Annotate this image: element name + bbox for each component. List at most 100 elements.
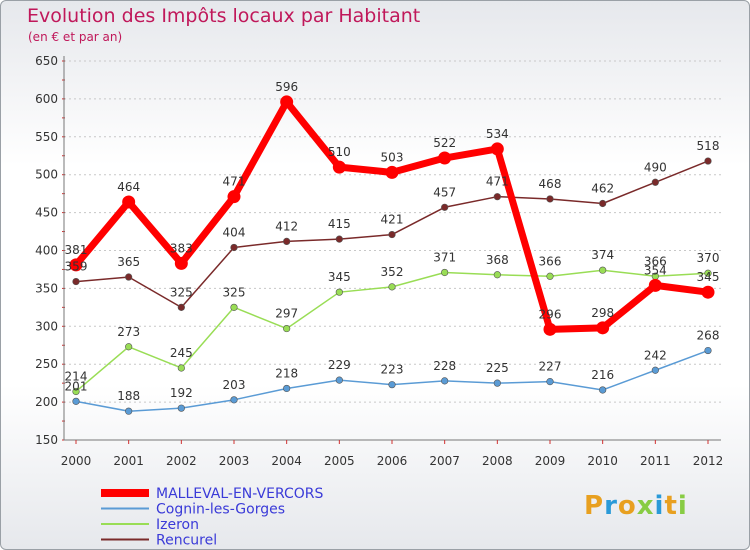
x-tick-label: 2010 bbox=[587, 454, 618, 468]
data-point bbox=[388, 381, 396, 389]
data-point bbox=[72, 387, 80, 396]
data-point bbox=[493, 379, 501, 387]
data-label: 296 bbox=[539, 307, 562, 321]
y-tick-label: 650 bbox=[35, 54, 58, 68]
data-point bbox=[280, 95, 294, 109]
data-point bbox=[72, 397, 80, 405]
data-label: 366 bbox=[539, 254, 562, 268]
data-point bbox=[648, 278, 662, 292]
x-tick-label: 2004 bbox=[271, 454, 302, 468]
logo-letter: i bbox=[654, 491, 665, 521]
data-point bbox=[493, 193, 501, 201]
x-tick-label: 2005 bbox=[324, 454, 355, 468]
data-label: 188 bbox=[117, 389, 140, 403]
y-tick-label: 150 bbox=[35, 433, 58, 447]
x-tick-label: 2008 bbox=[482, 454, 513, 468]
logo-letter: i bbox=[677, 491, 688, 521]
data-label: 352 bbox=[381, 265, 404, 279]
y-tick-label: 250 bbox=[35, 357, 58, 371]
data-point bbox=[125, 273, 133, 281]
data-point bbox=[72, 277, 80, 286]
y-tick-label: 350 bbox=[35, 281, 58, 295]
data-label: 383 bbox=[170, 241, 193, 255]
data-label: 227 bbox=[539, 360, 562, 374]
data-point bbox=[543, 322, 557, 336]
y-tick-label: 400 bbox=[35, 244, 58, 258]
y-tick-label: 200 bbox=[35, 395, 58, 409]
x-tick-label: 2006 bbox=[377, 454, 408, 468]
data-point bbox=[441, 203, 449, 211]
data-point bbox=[230, 303, 238, 311]
data-label: 298 bbox=[591, 306, 614, 320]
data-label: 381 bbox=[65, 243, 88, 257]
data-point bbox=[385, 165, 399, 179]
data-point bbox=[230, 396, 238, 404]
y-tick-label: 500 bbox=[35, 168, 58, 182]
data-point bbox=[335, 376, 343, 384]
data-point bbox=[388, 230, 396, 239]
data-label: 216 bbox=[591, 368, 614, 382]
data-label: 462 bbox=[591, 182, 614, 196]
data-label: 421 bbox=[381, 213, 404, 227]
legend-label: Rencurel bbox=[156, 533, 217, 549]
data-label: 471 bbox=[223, 175, 246, 189]
data-label: 214 bbox=[65, 369, 88, 383]
data-point bbox=[283, 384, 291, 393]
data-label: 203 bbox=[223, 378, 246, 392]
logo-letter: P bbox=[584, 491, 605, 521]
chart-title: Evolution des Impôts locaux par Habitant bbox=[27, 5, 421, 27]
logo-letter: r bbox=[604, 491, 618, 521]
x-tick-label: 2012 bbox=[693, 454, 724, 468]
data-label: 503 bbox=[381, 150, 404, 164]
data-point bbox=[335, 288, 343, 296]
data-label: 325 bbox=[170, 285, 193, 299]
data-point bbox=[441, 268, 449, 277]
data-point bbox=[651, 178, 659, 186]
data-label: 518 bbox=[697, 139, 720, 153]
y-tick-label: 300 bbox=[35, 319, 58, 333]
legend-label: Cognin-les-Gorges bbox=[156, 502, 285, 518]
data-label: 325 bbox=[223, 285, 246, 299]
data-point bbox=[704, 157, 712, 165]
data-point bbox=[441, 377, 449, 385]
data-label: 534 bbox=[486, 127, 509, 141]
data-point bbox=[596, 321, 610, 335]
data-label: 242 bbox=[644, 348, 667, 362]
x-tick-label: 2007 bbox=[429, 454, 460, 468]
data-label: 297 bbox=[275, 307, 298, 321]
data-label: 218 bbox=[275, 366, 298, 380]
data-point bbox=[230, 243, 238, 252]
data-point bbox=[283, 324, 291, 333]
data-point bbox=[332, 160, 346, 174]
x-tick-label: 2001 bbox=[113, 454, 144, 468]
data-label: 366 bbox=[644, 254, 667, 268]
data-label: 404 bbox=[223, 225, 246, 239]
y-tick-label: 550 bbox=[35, 130, 58, 144]
data-label: 596 bbox=[275, 80, 298, 94]
data-label: 192 bbox=[170, 386, 193, 400]
data-label: 201 bbox=[65, 379, 88, 393]
y-tick-label: 450 bbox=[35, 206, 58, 220]
data-point bbox=[701, 285, 715, 299]
data-point bbox=[177, 364, 185, 372]
data-label: 273 bbox=[117, 325, 140, 339]
data-label: 228 bbox=[433, 359, 456, 373]
logo-letter: o bbox=[617, 491, 637, 521]
proxiti-logo: Proxiti bbox=[584, 491, 688, 521]
data-label: 354 bbox=[644, 263, 667, 277]
data-point bbox=[125, 343, 133, 351]
data-label: 229 bbox=[328, 358, 351, 372]
data-point bbox=[122, 195, 136, 209]
logo-letter: x bbox=[636, 491, 655, 521]
data-label: 415 bbox=[328, 217, 351, 231]
data-point bbox=[490, 142, 504, 156]
data-label: 225 bbox=[486, 361, 509, 375]
data-point bbox=[651, 366, 659, 374]
x-tick-label: 2000 bbox=[61, 454, 92, 468]
data-label: 370 bbox=[697, 251, 720, 265]
data-label: 464 bbox=[117, 180, 140, 194]
legend-label: MALLEVAL-EN-VERCORS bbox=[156, 486, 323, 502]
data-label: 345 bbox=[697, 270, 720, 284]
x-tick-label: 2009 bbox=[535, 454, 566, 468]
